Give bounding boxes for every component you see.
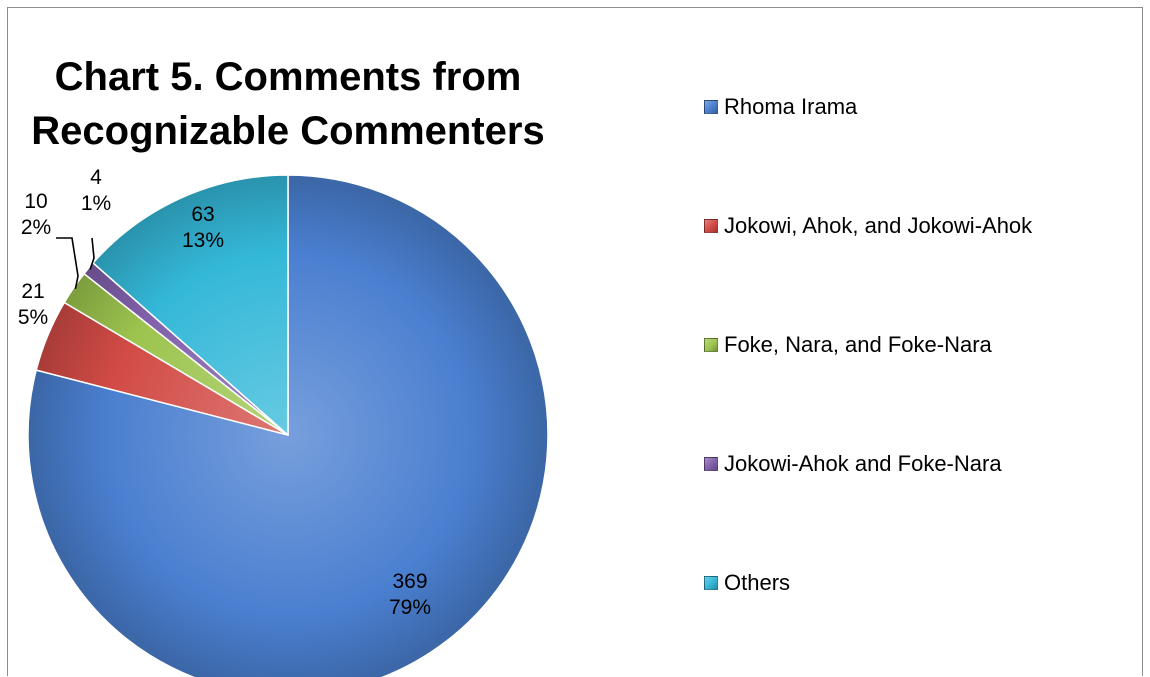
legend-label-5: Others: [724, 570, 791, 595]
data-label-percent-1: 79%: [389, 596, 431, 619]
data-label-value-3: 10: [24, 190, 47, 213]
legend-swatch-1: [704, 100, 718, 114]
legend-item-1: Rhoma Irama: [704, 94, 857, 120]
legend-swatch-5: [704, 576, 718, 590]
data-label-value-2: 21: [21, 280, 44, 303]
data-label-percent-5: 13%: [182, 229, 224, 252]
data-label-value-1: 369: [392, 570, 427, 593]
legend-item-4: Jokowi-Ahok and Foke-Nara: [704, 451, 1002, 477]
data-label-percent-2: 5%: [18, 306, 48, 329]
legend-swatch-2: [704, 219, 718, 233]
leader-lines: [56, 237, 95, 290]
pie-slices: [27, 174, 549, 677]
pie-slice-5: [92, 174, 289, 436]
leader-line-3: [56, 237, 79, 290]
data-label-value-5: 63: [191, 203, 214, 226]
data-label-percent-4: 1%: [81, 192, 111, 215]
pie-slice-1: [27, 174, 549, 677]
legend-label-3: Foke, Nara, and Foke-Nara: [724, 332, 992, 357]
legend-label-2: Jokowi, Ahok, and Jokowi-Ahok: [724, 213, 1033, 238]
legend-item-2: Jokowi, Ahok, and Jokowi-Ahok: [704, 213, 1032, 239]
legend-swatch-4: [704, 457, 718, 471]
chart-title: Chart 5. Comments from Recognizable Comm…: [28, 50, 548, 158]
legend-swatch-3: [704, 338, 718, 352]
legend-label-1: Rhoma Irama: [724, 94, 858, 119]
data-label-value-4: 4: [90, 166, 102, 189]
legend-item-3: Foke, Nara, and Foke-Nara: [704, 332, 992, 358]
legend-item-5: Others: [704, 570, 790, 596]
chart-area: Chart 5. Comments from Recognizable Comm…: [7, 7, 1143, 677]
chart-title-line-2: Recognizable Commenters: [31, 109, 545, 153]
legend-label-4: Jokowi-Ahok and Foke-Nara: [724, 451, 1002, 476]
chart-title-line-1: Chart 5. Comments from: [54, 55, 522, 99]
data-label-percent-3: 2%: [21, 216, 51, 239]
pie-chart: 369 79% 21 5% 10 2% 4 1% 63 13%: [18, 166, 549, 677]
slice-labels: 369 79% 21 5% 10 2% 4 1% 63 13%: [18, 166, 431, 619]
leader-line-4: [89, 237, 95, 270]
